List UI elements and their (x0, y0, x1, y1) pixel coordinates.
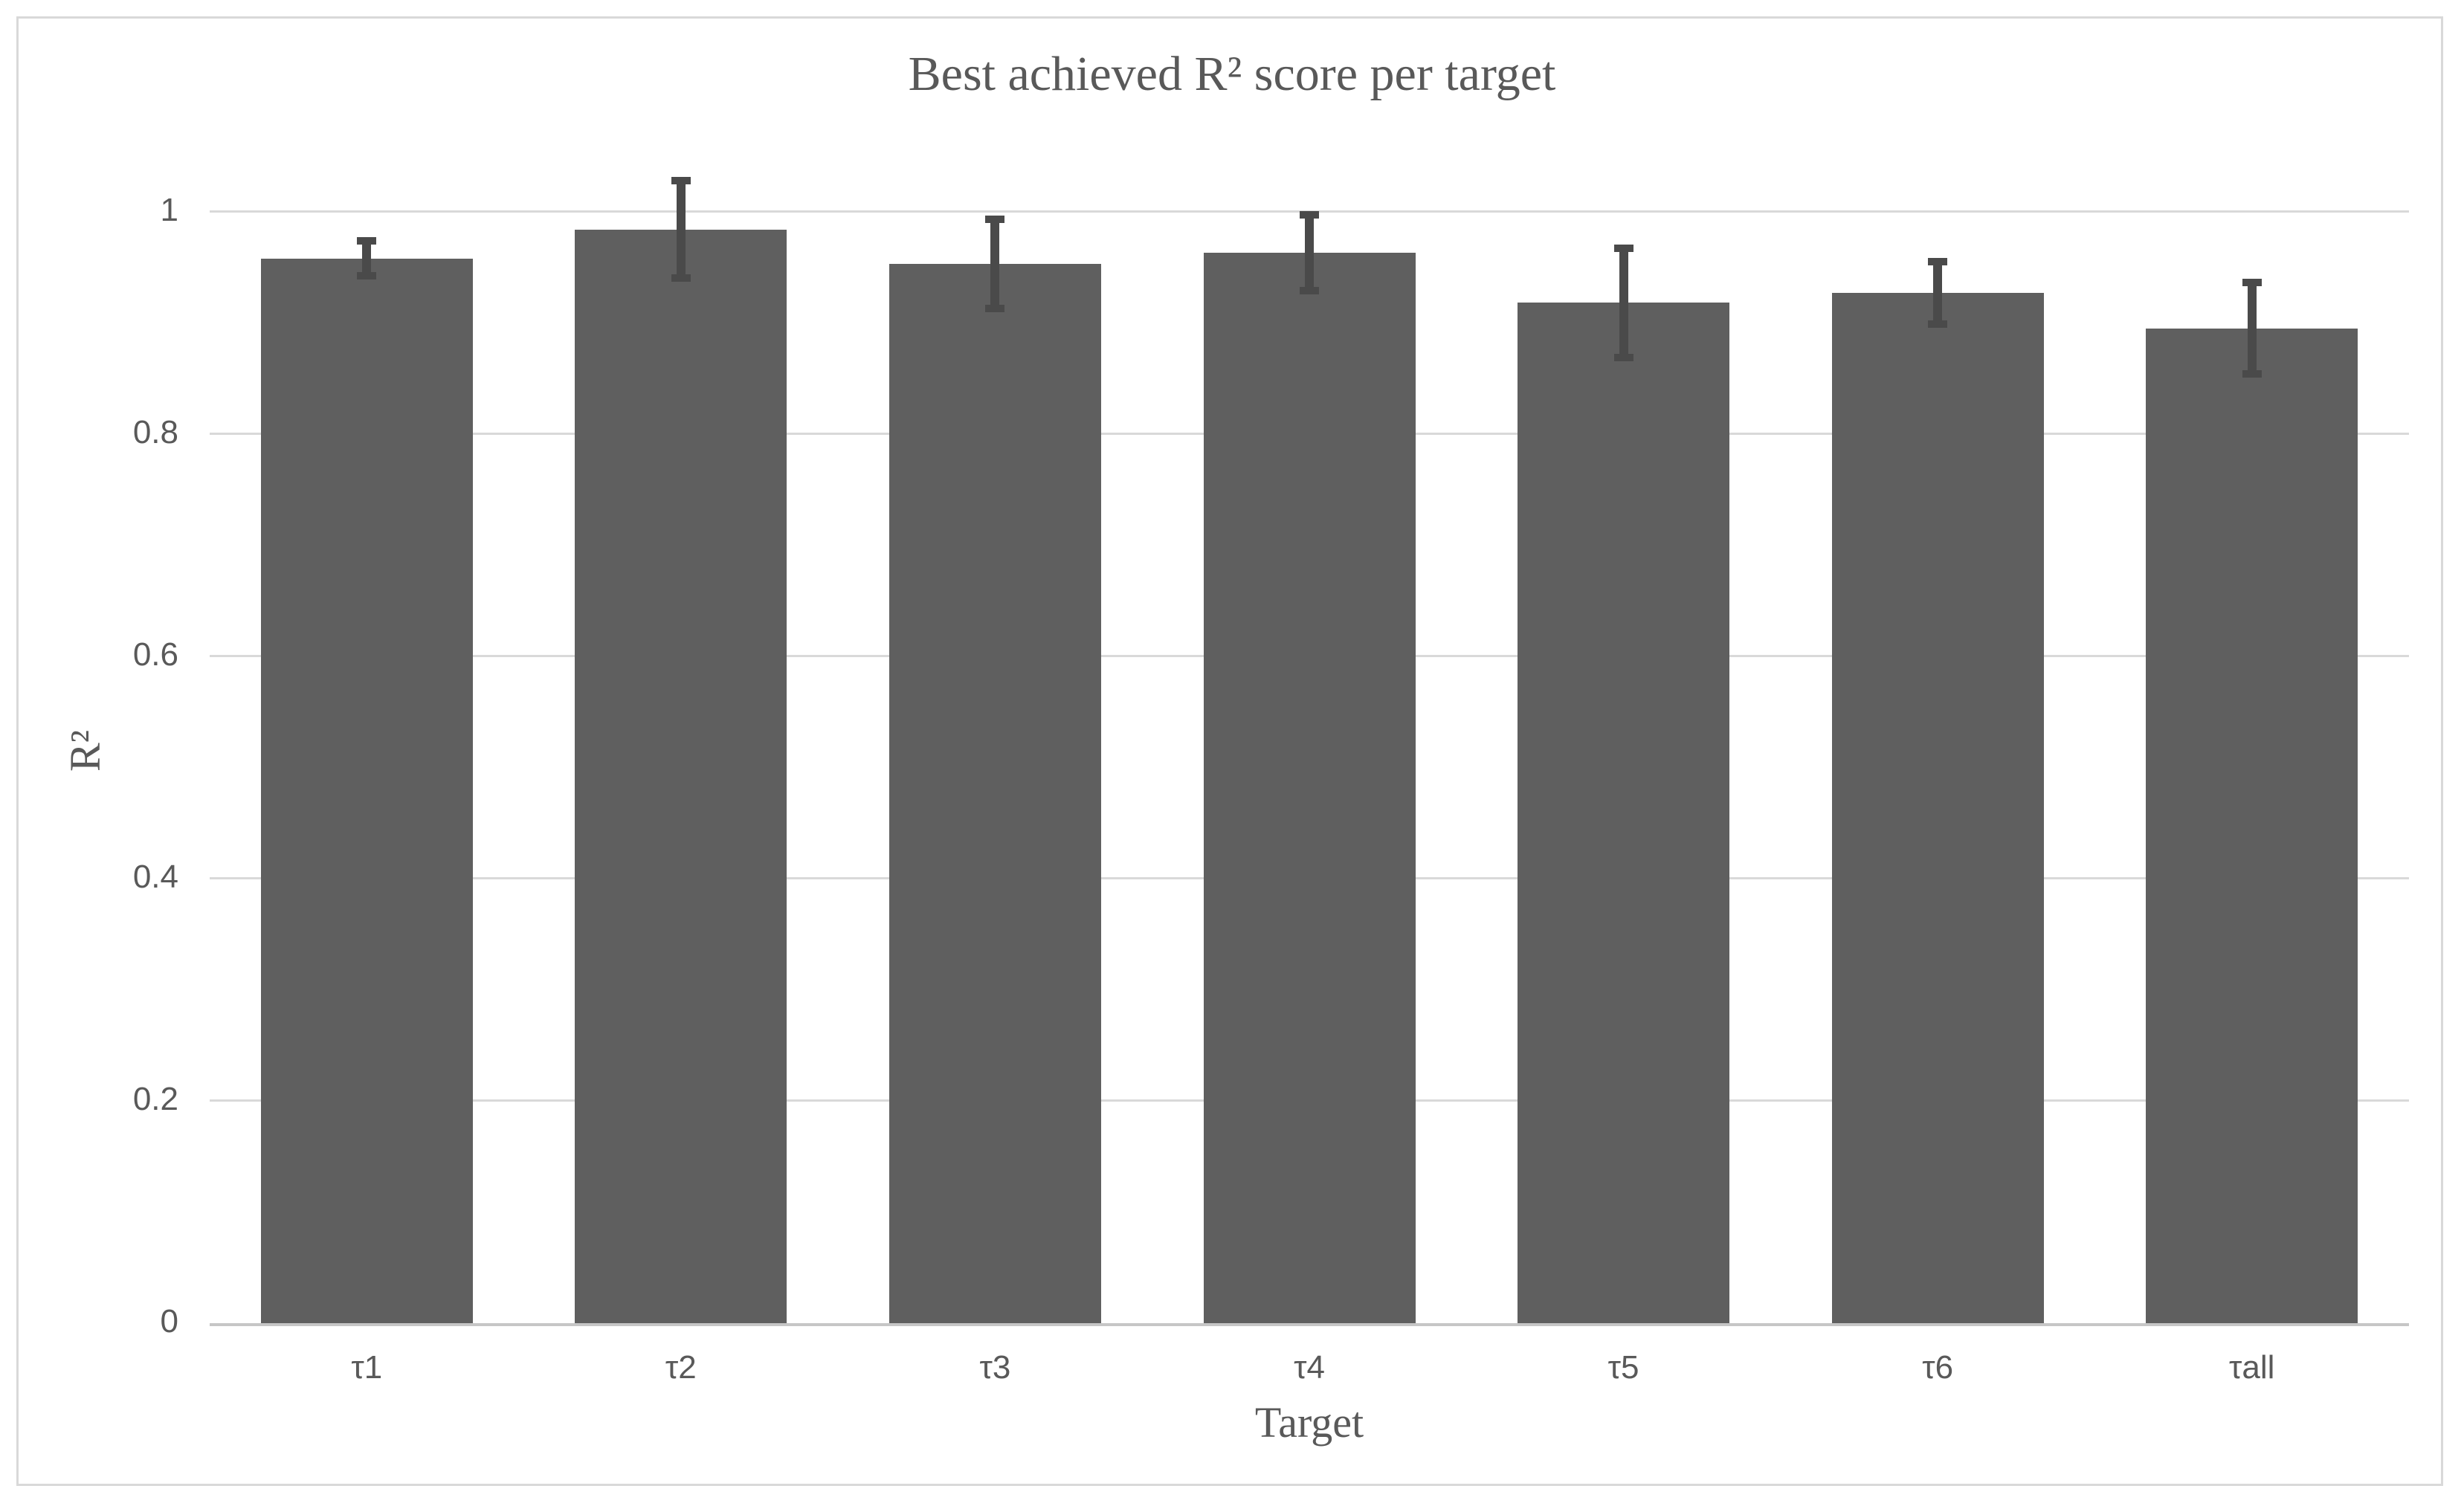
error-bar-τ5 (1619, 248, 1628, 358)
error-cap-bottom-τ1 (357, 272, 377, 280)
bar-τ3 (888, 264, 1101, 1323)
error-cap-top-τ5 (1613, 245, 1633, 253)
error-bar-τ1 (362, 240, 372, 277)
bar-τ6 (1831, 292, 2044, 1323)
bar-τ5 (1518, 303, 1730, 1323)
error-cap-bottom-τ4 (1300, 286, 1319, 294)
error-cap-top-τ6 (1928, 258, 1948, 266)
error-cap-bottom-τ3 (985, 304, 1005, 312)
x-tick-label-τ3: τ3 (979, 1349, 1011, 1386)
error-bar-τall (2247, 282, 2257, 375)
error-cap-bottom-τ6 (1928, 320, 1948, 328)
x-axis-title: Target (1254, 1398, 1364, 1447)
x-tick-label-τ6: τ6 (1922, 1349, 1954, 1386)
error-bar-τ3 (990, 219, 1000, 308)
chart-title: Best achieved R² score per target (908, 47, 1556, 101)
x-tick-label-τ4: τ4 (1294, 1349, 1325, 1386)
y-tick-label-1: 1 (160, 191, 178, 228)
y-tick-label-0.8: 0.8 (132, 414, 178, 451)
y-tick-label-0.2: 0.2 (132, 1081, 178, 1118)
x-tick-label-τ5: τ5 (1607, 1349, 1639, 1386)
y-tick-label-0.6: 0.6 (132, 636, 178, 673)
y-tick-label-0.4: 0.4 (132, 859, 178, 896)
error-bar-τ6 (1933, 262, 1943, 324)
bar-τall (2146, 328, 2358, 1323)
x-tick-label-τall: τall (2229, 1349, 2275, 1386)
error-cap-bottom-τ5 (1613, 353, 1633, 361)
error-bar-τ4 (1305, 215, 1314, 291)
error-bar-τ2 (676, 180, 686, 279)
x-tick-label-τ2: τ2 (665, 1349, 697, 1386)
plot-area (210, 156, 2409, 1326)
bar-τ1 (260, 258, 473, 1323)
error-cap-top-τ3 (985, 216, 1005, 224)
error-cap-top-τ2 (671, 176, 691, 184)
bar-τ4 (1203, 253, 1416, 1323)
y-axis-title: R² (61, 729, 109, 772)
error-cap-bottom-τall (2242, 370, 2262, 378)
error-cap-bottom-τ2 (671, 274, 691, 282)
y-tick-label-0: 0 (160, 1303, 178, 1340)
error-cap-top-τall (2242, 279, 2262, 287)
bar-τ2 (575, 229, 787, 1323)
x-tick-label-τ1: τ1 (351, 1349, 383, 1386)
error-cap-top-τ1 (357, 236, 377, 245)
error-cap-top-τ4 (1300, 211, 1319, 219)
